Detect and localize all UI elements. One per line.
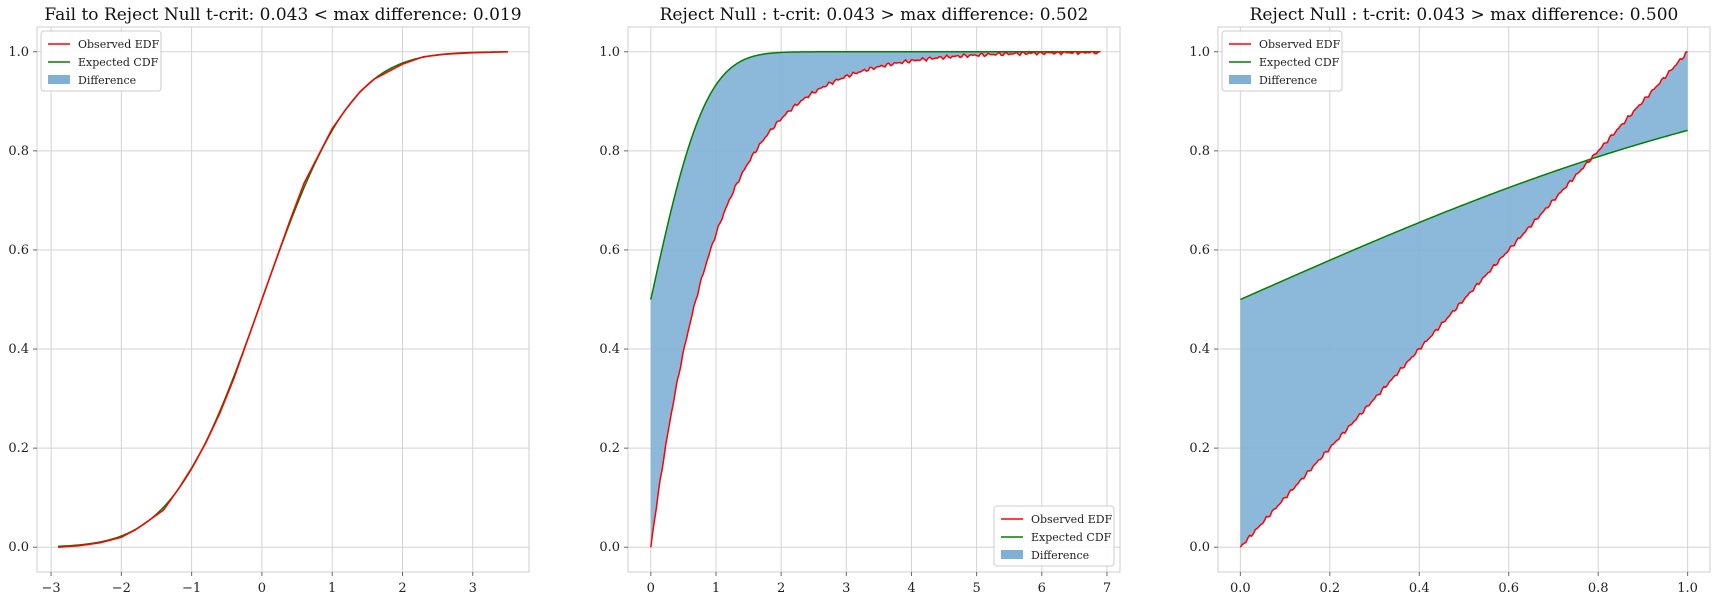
expected-cdf-line [650, 51, 1101, 300]
x-tick-label: 0 [647, 581, 655, 596]
observed-edf-line [58, 51, 508, 548]
chart-panel-3: Reject Null : t-crit: 0.043 > max differ… [1189, 5, 1711, 596]
chart-title: Reject Null : t-crit: 0.043 > max differ… [660, 5, 1089, 25]
legend-label: Difference [78, 74, 136, 87]
y-tick-label: 0.4 [1189, 342, 1210, 357]
legend-label: Expected CDF [78, 56, 159, 69]
expected-cdf-line [58, 51, 508, 548]
x-tick-label: −3 [41, 581, 60, 596]
y-tick-label: 0.6 [1189, 243, 1210, 258]
y-tick-label: 0.2 [599, 441, 620, 456]
legend-swatch-difference [1229, 75, 1251, 84]
y-tick-label: 0.8 [8, 144, 29, 159]
plot-frame [1217, 26, 1711, 573]
legend-swatch-difference [1001, 550, 1023, 559]
x-tick-label: 0.0 [1230, 581, 1251, 596]
x-tick-label: 0.2 [1319, 581, 1340, 596]
legend-box [993, 505, 1115, 567]
x-tick-label: 3 [469, 581, 477, 596]
x-tick-label: 2 [398, 581, 406, 596]
legend-label: Difference [1031, 549, 1089, 562]
y-tick-label: 0.8 [1189, 144, 1210, 159]
y-tick-label: 1.0 [599, 45, 620, 60]
x-tick-label: 7 [1103, 581, 1111, 596]
chart-legend: Observed EDF Expected CDF Difference [40, 30, 162, 92]
chart-panel-1: Fail to Reject Null t-crit: 0.043 < max … [8, 5, 530, 596]
difference-area [650, 51, 1101, 548]
x-tick-label: 4 [907, 581, 915, 596]
x-tick-label: 5 [972, 581, 980, 596]
y-tick-label: 0.6 [8, 243, 29, 258]
y-tick-label: 0.2 [1189, 441, 1210, 456]
x-tick-label: 1 [712, 581, 720, 596]
legend-label: Observed EDF [1259, 38, 1341, 51]
y-tick-label: 0.8 [599, 144, 620, 159]
legend-label: Observed EDF [1031, 513, 1113, 526]
legend-box [1221, 30, 1343, 92]
x-tick-label: 0 [258, 581, 266, 596]
chart-panel-2: Reject Null : t-crit: 0.043 > max differ… [599, 5, 1121, 596]
legend-swatch-difference [48, 75, 70, 84]
x-tick-label: 3 [842, 581, 850, 596]
difference-area [58, 51, 508, 548]
observed-edf-line [1239, 51, 1688, 548]
plot-frame [627, 26, 1121, 573]
x-tick-label: 0.8 [1588, 581, 1609, 596]
chart-legend: Observed EDF Expected CDF Difference [993, 505, 1115, 567]
x-tick-label: −2 [112, 581, 131, 596]
chart-legend: Observed EDF Expected CDF Difference [1221, 30, 1343, 92]
observed-edf-line [650, 50, 1101, 548]
y-tick-label: 0.4 [599, 342, 620, 357]
legend-label: Expected CDF [1259, 56, 1340, 69]
y-tick-label: 0.2 [8, 441, 29, 456]
plot-frame [36, 26, 530, 573]
y-tick-label: 0.0 [599, 540, 620, 555]
legend-label: Observed EDF [78, 38, 160, 51]
x-tick-label: −1 [182, 581, 201, 596]
y-tick-label: 0.6 [599, 243, 620, 258]
y-tick-label: 0.0 [1189, 540, 1210, 555]
expected-cdf-line [1240, 129, 1688, 301]
x-tick-label: 6 [1038, 581, 1046, 596]
x-tick-label: 2 [777, 581, 785, 596]
x-tick-label: 1 [328, 581, 336, 596]
x-tick-label: 0.4 [1409, 581, 1430, 596]
y-tick-label: 1.0 [1189, 45, 1210, 60]
chart-title: Fail to Reject Null t-crit: 0.043 < max … [44, 5, 521, 25]
y-tick-label: 1.0 [8, 45, 29, 60]
legend-box [40, 30, 162, 92]
x-tick-label: 1.0 [1677, 581, 1698, 596]
chart-title: Reject Null : t-crit: 0.043 > max differ… [1250, 5, 1679, 25]
x-tick-label: 0.6 [1498, 581, 1519, 596]
y-tick-label: 0.0 [8, 540, 29, 555]
y-tick-label: 0.4 [8, 342, 29, 357]
legend-label: Expected CDF [1031, 531, 1112, 544]
legend-label: Difference [1259, 74, 1317, 87]
